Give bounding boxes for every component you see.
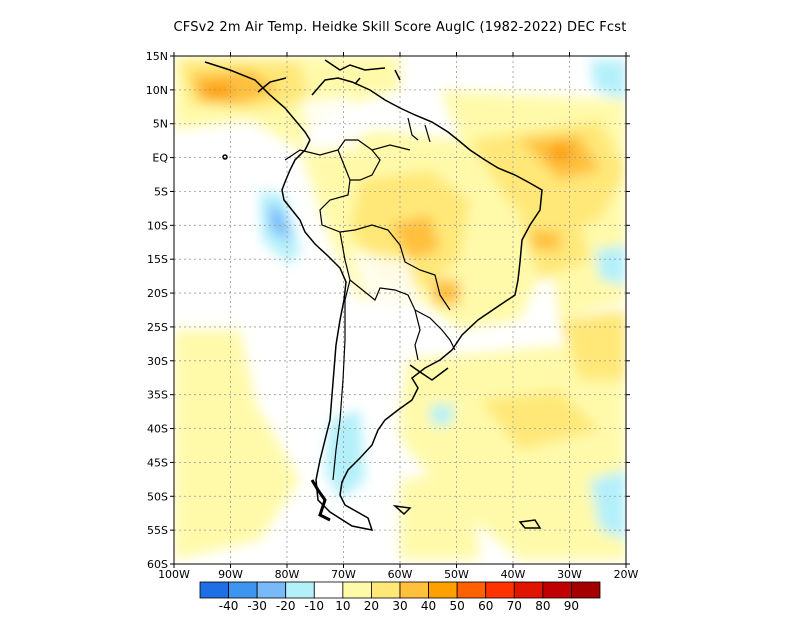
lat-label: EQ	[152, 152, 168, 165]
national-borders	[284, 117, 456, 481]
colorbar-swatch	[571, 581, 601, 599]
lat-label: 5N	[153, 118, 168, 131]
lat-label: 45S	[147, 456, 168, 469]
colorbar-label: -10	[304, 599, 324, 613]
lon-label: 50W	[444, 568, 469, 581]
colorbar-label: 40	[421, 599, 436, 613]
skill-field	[174, 56, 626, 560]
lon-label: 90W	[218, 568, 243, 581]
lat-label: 5S	[154, 185, 168, 198]
colorbar-swatch	[485, 581, 515, 599]
colorbar-labels: -40 -30 -20 -10 10 20 30 40 50 60 70 80 90	[219, 599, 579, 613]
colorbar-label: 90	[564, 599, 579, 613]
colorbar-swatch	[513, 581, 544, 599]
colorbar-swatch	[228, 581, 258, 599]
colorbar-swatch	[199, 581, 229, 599]
colorbar-label: 20	[364, 599, 379, 613]
lon-label: 20W	[614, 568, 639, 581]
colorbar-label: 10	[335, 599, 350, 613]
lat-label: 55S	[147, 524, 168, 537]
low-skill-areas	[174, 95, 420, 400]
lat-label: 35S	[147, 389, 168, 402]
lat-label: 20S	[147, 287, 168, 300]
colorbar	[199, 581, 601, 599]
longitude-labels: 100W 90W 80W 70W 60W 50W 40W 30W 20W	[158, 568, 638, 581]
colorbar-swatch	[285, 581, 315, 599]
map-title: CFSv2 2m Air Temp. Heidke Skill Score Au…	[173, 20, 627, 35]
colorbar-label: 70	[507, 599, 522, 613]
latitude-labels: 15N 10N 5N EQ 5S 10S 15S 20S 25S 30S 35S 40S 45S 50S 5…	[146, 50, 169, 571]
colorbar-label: 30	[392, 599, 407, 613]
colorbar-label: 80	[535, 599, 550, 613]
lat-label: 30S	[147, 355, 168, 368]
colorbar-label: -20	[276, 599, 296, 613]
colorbar-swatch	[456, 581, 487, 599]
lon-label: 80W	[275, 568, 300, 581]
lat-label: 50S	[147, 490, 168, 503]
lon-label: 60W	[388, 568, 413, 581]
lat-label: 15S	[147, 253, 168, 266]
coastlines	[204, 59, 543, 531]
colorbar-label: -30	[247, 599, 267, 613]
colorbar-swatch	[371, 581, 401, 599]
colorbar-swatch	[256, 581, 287, 599]
lon-label: 100W	[158, 568, 190, 581]
lon-label: 30W	[557, 568, 582, 581]
lat-label: 15N	[146, 50, 168, 63]
lat-label: 10S	[147, 219, 168, 232]
lon-label: 40W	[501, 568, 526, 581]
colorbar-label: 60	[478, 599, 493, 613]
colorbar-swatch	[542, 581, 572, 599]
lon-label: 70W	[331, 568, 356, 581]
colorbar-swatch	[342, 581, 372, 599]
colorbar-swatch	[313, 581, 344, 599]
lat-label: 40S	[147, 423, 168, 436]
colorbar-label: 50	[450, 599, 465, 613]
lat-label: 25S	[147, 321, 168, 334]
colorbar-label: -40	[219, 599, 239, 613]
axis-ticks	[170, 52, 630, 568]
colorbar-swatch	[428, 581, 458, 599]
lat-label: 60S	[147, 558, 168, 571]
gridlines	[174, 56, 626, 564]
lat-label: 10N	[146, 84, 168, 97]
colorbar-swatch	[399, 581, 429, 599]
